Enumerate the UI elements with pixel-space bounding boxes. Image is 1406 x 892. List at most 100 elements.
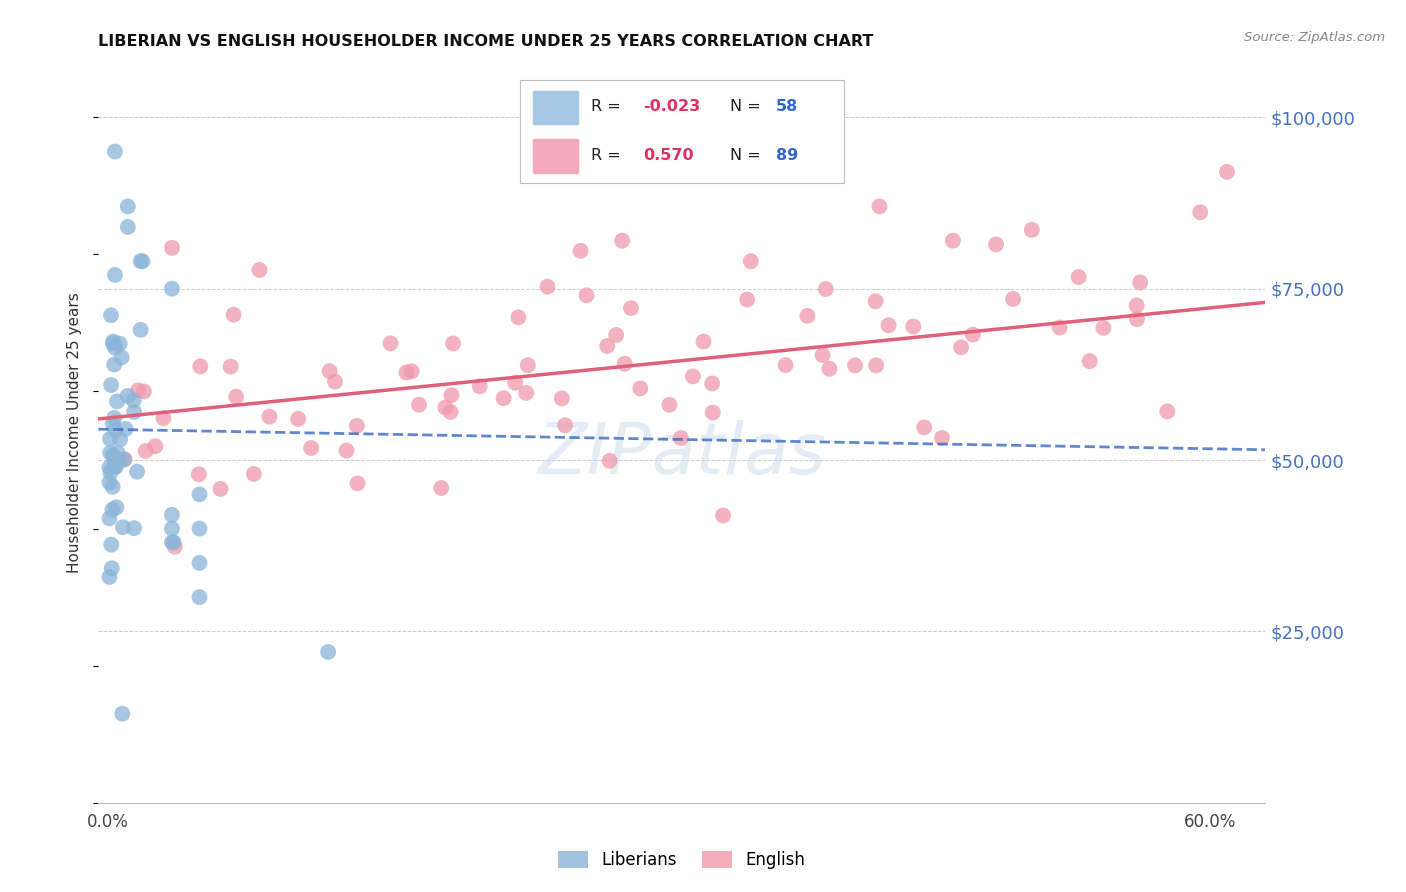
Point	[395, 366, 418, 380]
Point	[439, 405, 461, 419]
Point	[942, 234, 965, 248]
Point	[104, 454, 127, 468]
Point	[811, 348, 834, 362]
Bar	[533, 139, 578, 173]
Text: -0.023: -0.023	[643, 99, 700, 114]
Point	[104, 145, 127, 159]
Point	[430, 481, 453, 495]
Point	[131, 254, 153, 268]
Point	[682, 369, 704, 384]
Point	[222, 308, 245, 322]
Point	[188, 556, 211, 570]
Point	[1125, 298, 1147, 312]
Point	[103, 410, 125, 425]
Point	[104, 268, 127, 282]
Point	[98, 446, 121, 460]
Point	[492, 391, 515, 405]
Point	[127, 384, 149, 398]
Point	[658, 398, 681, 412]
Point	[1078, 354, 1101, 368]
Y-axis label: Householder Income Under 25 years: Householder Income Under 25 years	[67, 293, 83, 573]
Point	[796, 309, 818, 323]
Point	[335, 443, 357, 458]
Point	[122, 405, 145, 419]
Point	[299, 441, 322, 455]
Point	[620, 301, 643, 315]
Point	[100, 561, 122, 575]
Point	[129, 323, 152, 337]
Point	[104, 459, 127, 474]
Point	[101, 502, 124, 516]
Point	[100, 378, 122, 392]
Point	[225, 390, 247, 404]
Point	[100, 308, 122, 322]
Text: R =: R =	[592, 148, 626, 162]
Point	[259, 409, 281, 424]
Point	[702, 376, 724, 391]
Point	[408, 398, 430, 412]
Point	[152, 411, 174, 425]
Point	[735, 293, 758, 307]
Point	[132, 384, 155, 399]
Point	[865, 359, 887, 373]
Point	[401, 364, 423, 378]
Point	[962, 327, 984, 342]
Point	[1189, 205, 1212, 219]
Point	[287, 412, 309, 426]
Point	[613, 357, 636, 371]
Point	[243, 467, 266, 481]
Point	[107, 446, 129, 460]
Point	[903, 319, 925, 334]
Point	[950, 340, 973, 354]
Point	[143, 439, 166, 453]
Text: 58: 58	[776, 99, 799, 114]
Point	[98, 475, 121, 490]
Point	[163, 535, 186, 549]
Point	[117, 219, 139, 234]
Point	[711, 508, 734, 523]
Point	[1067, 270, 1090, 285]
Point	[98, 511, 121, 525]
Point	[551, 392, 574, 406]
Point	[702, 406, 724, 420]
Point	[135, 444, 157, 458]
Bar	[533, 91, 578, 124]
Point	[108, 336, 131, 351]
Point	[249, 263, 271, 277]
Legend: Liberians, English: Liberians, English	[551, 845, 813, 876]
Point	[818, 362, 841, 376]
Point	[503, 376, 526, 390]
Point	[103, 458, 125, 473]
Point	[1216, 165, 1239, 179]
Point	[114, 452, 136, 467]
Point	[110, 351, 132, 365]
Point	[515, 385, 537, 400]
Point	[844, 359, 866, 373]
Point	[187, 467, 209, 482]
Point	[114, 422, 136, 436]
Point	[508, 310, 530, 325]
Point	[931, 431, 953, 445]
Point	[775, 358, 797, 372]
Point	[108, 433, 131, 447]
Point	[122, 521, 145, 535]
Point	[628, 381, 651, 395]
Point	[163, 540, 186, 554]
Point	[160, 508, 183, 522]
Point	[160, 282, 183, 296]
Point	[912, 420, 935, 434]
Point	[209, 482, 232, 496]
Point	[101, 417, 124, 431]
Point	[160, 522, 183, 536]
Point	[612, 234, 634, 248]
Text: R =: R =	[592, 99, 626, 114]
Point	[103, 334, 125, 349]
Point	[117, 199, 139, 213]
Point	[108, 452, 131, 467]
Point	[814, 282, 837, 296]
Point	[1049, 320, 1071, 334]
FancyBboxPatch shape	[520, 80, 844, 183]
Point	[117, 389, 139, 403]
Point	[380, 336, 402, 351]
Point	[516, 358, 538, 372]
